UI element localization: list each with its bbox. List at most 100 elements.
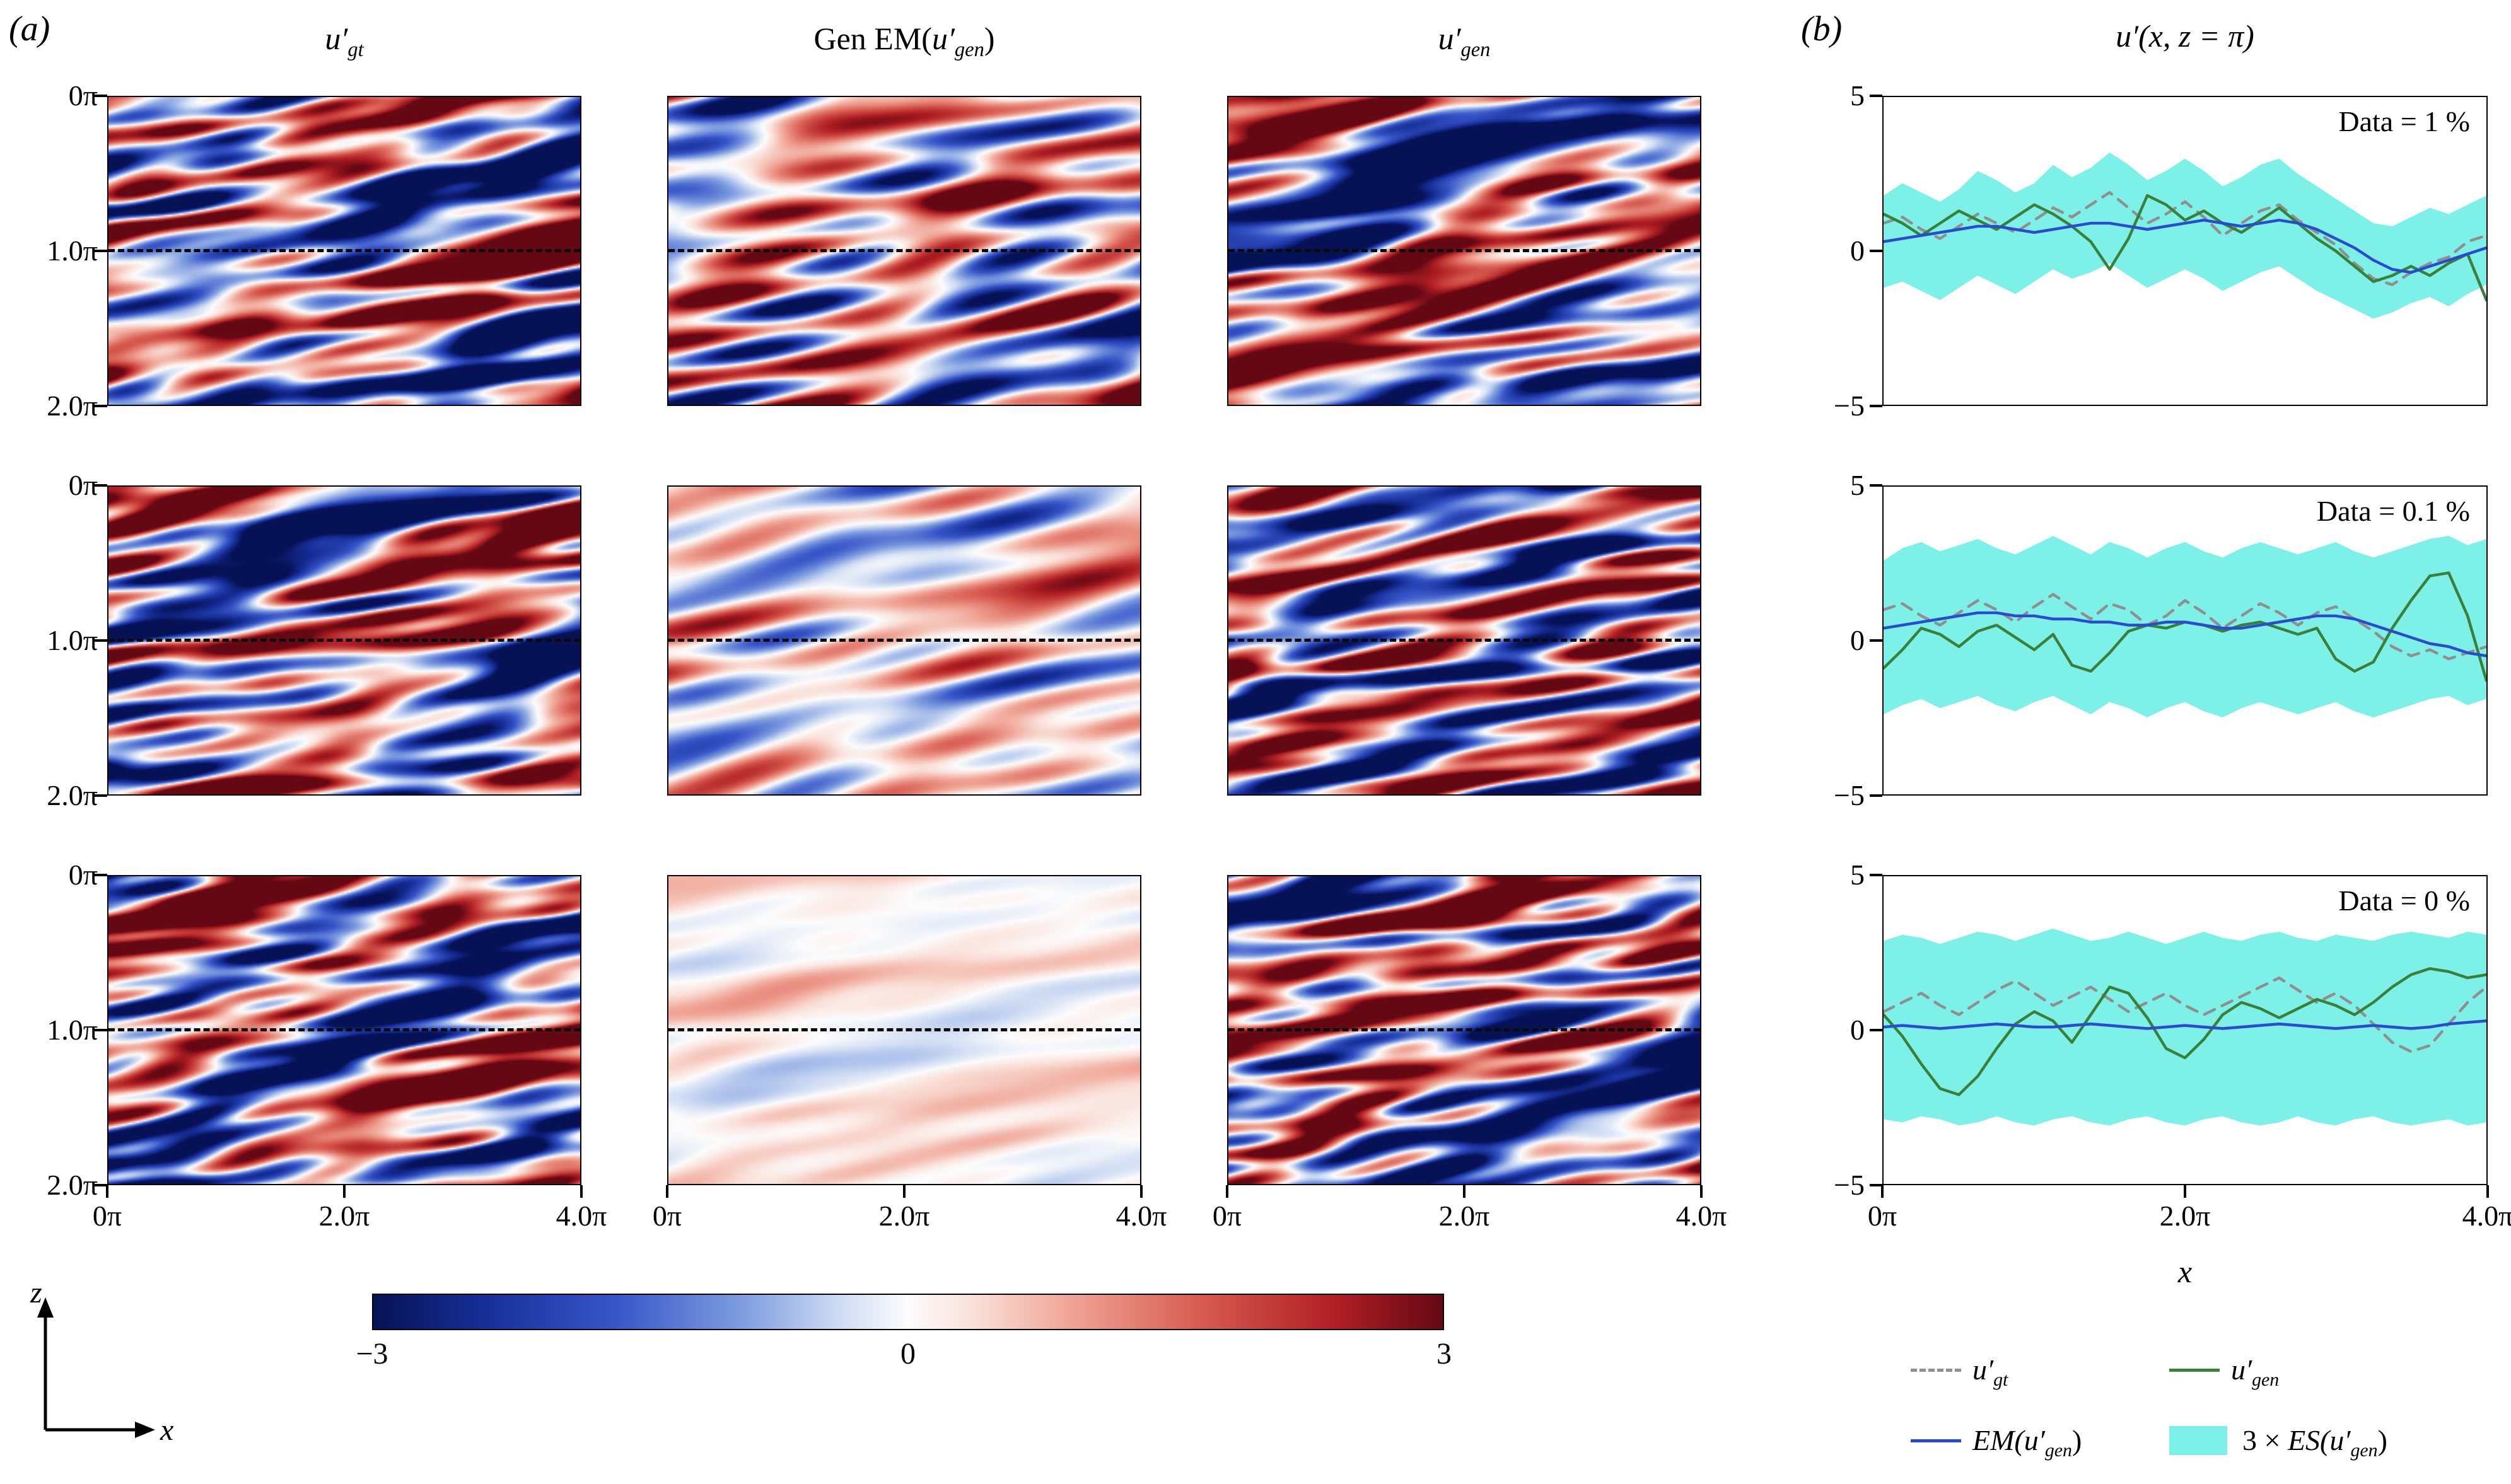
contour-panel-gt-01pct (107, 485, 581, 796)
series-EM_u_gen (1884, 1019, 2486, 1030)
axis-tick (1870, 95, 1882, 97)
b-y-tick-label: 0 (1850, 624, 1865, 656)
z-pi-dashed-line (668, 249, 1140, 252)
axis-tick (95, 405, 107, 407)
axis-indicator: z x (30, 1278, 173, 1447)
panel-b-label: (b) (1801, 9, 1843, 49)
series-u_gt (1884, 976, 2486, 1053)
axis-tick (1870, 794, 1882, 797)
colorbar-tick-max: 3 (1436, 1337, 1452, 1371)
z-arrowhead (37, 1297, 54, 1318)
col-title-gen-em: Gen EM(u′gen) (813, 21, 995, 61)
axis-tick (1226, 1185, 1228, 1198)
y-tick-label: 0π (68, 79, 98, 112)
x-tick-label: 4.0π (556, 1200, 607, 1232)
z-pi-dashed-line (108, 249, 580, 252)
col-title-u-gen: u′gen (1438, 21, 1491, 61)
b-y-tick-label: 5 (1850, 79, 1865, 112)
axis-tick (903, 1185, 906, 1198)
z-pi-dashed-line (108, 1028, 580, 1031)
b-y-tick-label: 5 (1850, 859, 1865, 891)
axis-tick (1870, 1184, 1882, 1186)
y-tick-label: 2.0π (47, 390, 98, 422)
z-pi-dashed-line (668, 639, 1140, 642)
b-x-tick-label: 0π (1867, 1200, 1897, 1232)
legend-label-u-gen: u′gen (2231, 1354, 2280, 1391)
axis-tick (580, 1185, 583, 1198)
line-plot-0pct: Data = 0 % (1882, 875, 2488, 1185)
series-u_gen (1884, 967, 2486, 1096)
line-plot-1pct: Data = 1 % (1882, 96, 2488, 406)
line-chart-svg (1884, 152, 2486, 319)
z-pi-dashed-line (668, 1028, 1140, 1031)
axis-tick (95, 95, 107, 97)
data-percent-annotation: Data = 0.1 % (2316, 495, 2470, 527)
axis-tick (95, 1029, 107, 1031)
b-y-tick-label: −5 (1834, 390, 1865, 422)
b-y-tick-label: 0 (1850, 235, 1865, 267)
b-y-tick-label: 5 (1850, 469, 1865, 501)
b-y-tick-label: −5 (1834, 779, 1865, 811)
axis-tick (1870, 639, 1882, 642)
axis-tick (666, 1185, 668, 1198)
series-EM_u_gen (1884, 218, 2486, 274)
b-y-tick-label: 0 (1850, 1014, 1865, 1046)
y-tick-label: 1.0π (47, 624, 98, 656)
b-y-tick-label: −5 (1834, 1169, 1865, 1201)
y-tick-label: 1.0π (47, 235, 98, 267)
axis-tick (95, 874, 107, 876)
x-tick-label: 4.0π (1116, 1200, 1167, 1232)
axis-tick (1870, 405, 1882, 407)
legend-label-u-gt: u′gt (1972, 1354, 2008, 1391)
axis-tick (95, 484, 107, 487)
colorbar (372, 1294, 1444, 1330)
legend-label-em: EM(u′gen) (1972, 1424, 2082, 1461)
b-x-tick-label: 2.0π (2159, 1200, 2211, 1232)
line-plot-01pct: Data = 0.1 % (1882, 485, 2488, 796)
es-uncertainty-band (1884, 928, 2486, 1126)
z-pi-dashed-line (1228, 639, 1700, 642)
legend-swatch-u-gen-line (2169, 1369, 2220, 1372)
y-tick-label: 2.0π (47, 779, 98, 811)
axis-tick (95, 1184, 107, 1186)
axis-tick (1140, 1185, 1143, 1198)
panel-a-label: (a) (9, 9, 50, 49)
axis-tick (95, 250, 107, 252)
axis-tick (106, 1185, 108, 1198)
axis-tick (95, 639, 107, 642)
legend-label-es: 3 × ES(u′gen) (2242, 1424, 2387, 1461)
series-u_gt (1884, 593, 2486, 661)
z-pi-dashed-line (1228, 249, 1700, 252)
contour-panel-gen-01pct (1227, 485, 1701, 796)
y-tick-label: 2.0π (47, 1169, 98, 1201)
axis-tick (1463, 1185, 1465, 1198)
axis-tick (1700, 1185, 1703, 1198)
y-tick-label: 0π (68, 859, 98, 891)
col-title-u-gt: u′gt (325, 21, 364, 61)
contour-panel-gt-1pct (107, 96, 581, 406)
data-percent-annotation: Data = 1 % (2338, 105, 2470, 137)
series-u_gen (1884, 194, 2486, 302)
contour-panel-em-01pct (667, 485, 1141, 796)
axis-tick (1881, 1185, 1884, 1198)
legend-swatch-em-line (1911, 1439, 1961, 1442)
axis-tick (1870, 874, 1882, 876)
axis-tick (1870, 250, 1882, 252)
x-tick-label: 0π (652, 1200, 682, 1232)
x-tick-label: 0π (92, 1200, 122, 1232)
contour-panel-em-1pct (667, 96, 1141, 406)
colorbar-tick-min: −3 (356, 1337, 388, 1371)
contour-panel-gen-0pct (1227, 875, 1701, 1185)
colorbar-tick-zero: 0 (900, 1337, 916, 1371)
series-EM_u_gen (1884, 611, 2486, 658)
y-tick-label: 1.0π (47, 1014, 98, 1046)
line-chart-svg (1884, 536, 2486, 717)
axis-tick (95, 794, 107, 797)
x-tick-label: 2.0π (1438, 1200, 1490, 1232)
axis-tick (2184, 1185, 2186, 1198)
es-uncertainty-band (1884, 536, 2486, 717)
x-tick-label: 0π (1212, 1200, 1242, 1232)
axis-tick (1870, 484, 1882, 487)
x-tick-label: 2.0π (318, 1200, 370, 1232)
data-percent-annotation: Data = 0 % (2338, 884, 2470, 917)
